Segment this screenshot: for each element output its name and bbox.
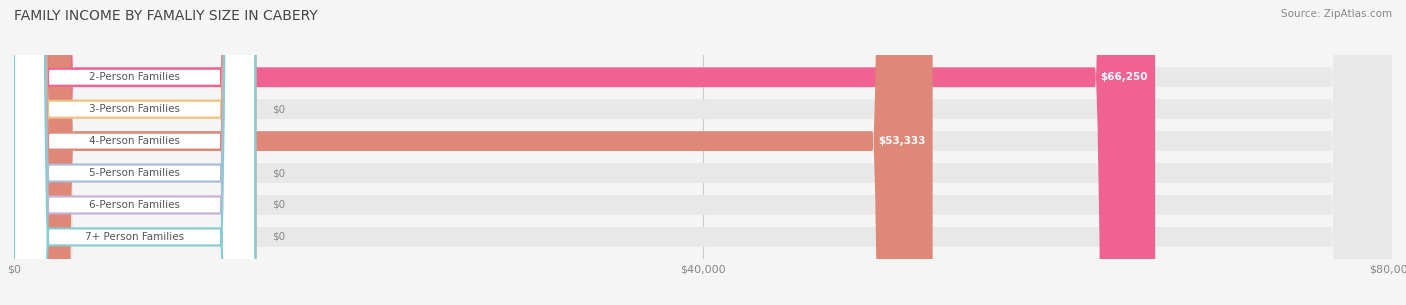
FancyBboxPatch shape xyxy=(14,0,256,305)
FancyBboxPatch shape xyxy=(14,0,256,305)
FancyBboxPatch shape xyxy=(14,0,1392,305)
Text: $0: $0 xyxy=(271,200,285,210)
FancyBboxPatch shape xyxy=(14,0,256,305)
FancyBboxPatch shape xyxy=(14,0,256,305)
FancyBboxPatch shape xyxy=(14,0,1392,305)
FancyBboxPatch shape xyxy=(14,0,256,305)
Text: 2-Person Families: 2-Person Families xyxy=(89,72,180,82)
FancyBboxPatch shape xyxy=(14,0,1392,305)
Text: $0: $0 xyxy=(271,168,285,178)
Text: $66,250: $66,250 xyxy=(1101,72,1149,82)
Text: 3-Person Families: 3-Person Families xyxy=(89,104,180,114)
FancyBboxPatch shape xyxy=(14,0,1392,305)
Text: 5-Person Families: 5-Person Families xyxy=(89,168,180,178)
Text: 6-Person Families: 6-Person Families xyxy=(89,200,180,210)
FancyBboxPatch shape xyxy=(14,0,932,305)
Text: Source: ZipAtlas.com: Source: ZipAtlas.com xyxy=(1281,9,1392,19)
FancyBboxPatch shape xyxy=(14,0,256,305)
Text: $0: $0 xyxy=(271,232,285,242)
Text: $0: $0 xyxy=(271,104,285,114)
FancyBboxPatch shape xyxy=(14,0,1392,305)
Text: 7+ Person Families: 7+ Person Families xyxy=(84,232,184,242)
FancyBboxPatch shape xyxy=(14,0,1156,305)
Text: 4-Person Families: 4-Person Families xyxy=(89,136,180,146)
FancyBboxPatch shape xyxy=(14,0,1392,305)
Text: FAMILY INCOME BY FAMALIY SIZE IN CABERY: FAMILY INCOME BY FAMALIY SIZE IN CABERY xyxy=(14,9,318,23)
Text: $53,333: $53,333 xyxy=(879,136,925,146)
